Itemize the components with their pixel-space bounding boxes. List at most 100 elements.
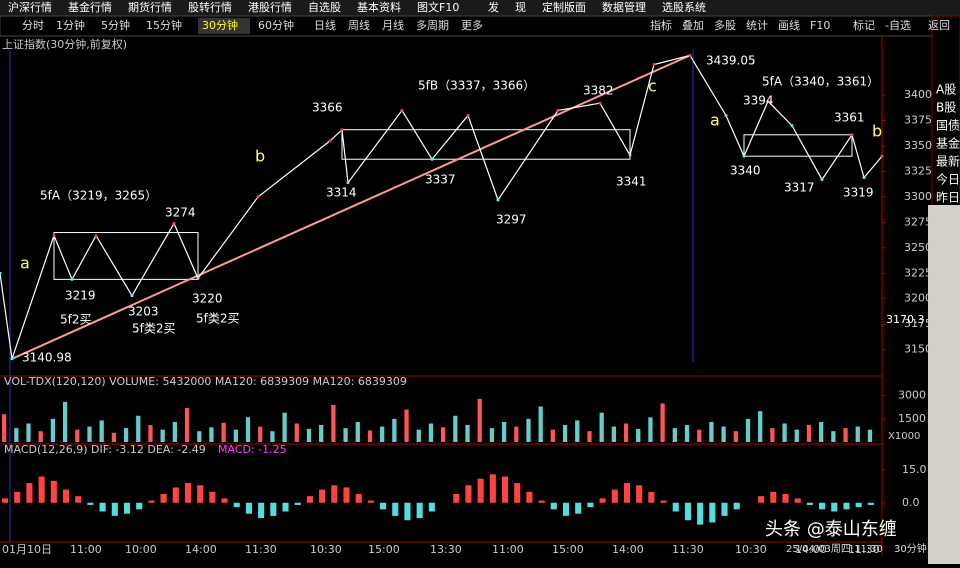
vol-tick-label: 1500 xyxy=(898,412,926,425)
macd-bar xyxy=(14,491,21,503)
period-tab[interactable]: 5分钟 xyxy=(101,18,130,32)
y-tick-label: 3250 xyxy=(904,241,932,254)
swing-point xyxy=(820,178,824,182)
volume-bar xyxy=(14,428,19,442)
volume-bar xyxy=(233,429,238,442)
swing-point xyxy=(790,124,794,128)
menu-item[interactable]: 图文F10 xyxy=(417,0,459,14)
volume-bar xyxy=(770,428,775,442)
menu-item[interactable]: 选股系统 xyxy=(662,1,706,14)
time-label: 15:00 xyxy=(552,543,584,556)
menu-item[interactable]: 沪深行情 xyxy=(8,0,52,14)
macd-bar xyxy=(294,502,301,505)
tool-button[interactable]: 画线 xyxy=(778,18,800,32)
menu-item[interactable]: 股转行情 xyxy=(188,0,232,14)
swing-point xyxy=(598,101,602,105)
menu-item[interactable]: 发 xyxy=(488,0,499,14)
pivot-box xyxy=(341,129,631,160)
volume-bar xyxy=(270,431,275,442)
tool-button[interactable]: 返回 xyxy=(928,19,950,32)
volume-bar xyxy=(758,411,763,442)
annotation: 5f2买 xyxy=(60,313,92,327)
tool-button[interactable]: F10 xyxy=(810,19,830,32)
macd-bar xyxy=(489,474,496,503)
tool-button[interactable]: 叠加 xyxy=(682,19,704,32)
macd-bar xyxy=(611,489,618,503)
period-tab[interactable]: 月线 xyxy=(382,18,404,32)
menu-item[interactable]: 基本资料 xyxy=(357,0,401,14)
time-label: 11:30 xyxy=(245,543,277,556)
macd-bar xyxy=(550,502,557,510)
status-period: 30分钟 xyxy=(894,542,927,555)
macd-bar xyxy=(136,502,143,510)
volume-bar xyxy=(843,428,848,442)
macd-bar xyxy=(453,494,460,503)
volume-bar xyxy=(501,421,507,442)
period-tab[interactable]: 15分钟 xyxy=(146,18,182,32)
annotation: c xyxy=(648,77,657,96)
volume-bar xyxy=(355,421,360,442)
side-label: 最新 xyxy=(936,154,960,169)
tool-button[interactable]: 标记 xyxy=(853,18,875,32)
swing-point xyxy=(466,113,470,117)
volume-bar xyxy=(87,426,92,442)
y-tick-label: 3275 xyxy=(904,215,932,228)
menu-item[interactable]: 现 xyxy=(515,1,526,14)
annotation: 3394 xyxy=(743,94,774,108)
time-label: 13:30 xyxy=(430,543,462,556)
volume-bar xyxy=(709,421,714,442)
annotation: 3341 xyxy=(616,175,647,189)
annotation: 3361 xyxy=(834,111,865,125)
macd-bar xyxy=(526,491,533,503)
annotation: a xyxy=(710,111,720,130)
annotation: 5fA（3219，3265） xyxy=(40,189,157,203)
period-tab[interactable]: 30分钟 xyxy=(202,18,238,32)
menu-item[interactable]: 港股行情 xyxy=(248,1,292,14)
period-tab[interactable]: 60分钟 xyxy=(258,18,294,32)
volume-bar xyxy=(733,431,738,442)
macd-bar xyxy=(636,485,643,503)
tool-button[interactable]: 统计 xyxy=(746,19,768,32)
swing-point xyxy=(628,153,632,157)
period-tab[interactable]: 1分钟 xyxy=(56,18,85,32)
y-tick-label: 3375 xyxy=(904,114,932,127)
macd-bar xyxy=(221,498,228,503)
period-tab[interactable]: 多周期 xyxy=(416,18,449,32)
macd-bar xyxy=(184,483,192,503)
period-tab[interactable]: 日线 xyxy=(314,18,336,32)
macd-bar xyxy=(684,502,691,521)
annotation: 5fB（3337，3366） xyxy=(418,79,535,93)
swing-point xyxy=(862,176,866,180)
menu-item[interactable]: 基金行情 xyxy=(68,0,112,14)
swing-point xyxy=(196,276,200,280)
volume-bar xyxy=(562,425,568,442)
watermark: 头条 @泰山东缠 xyxy=(765,519,897,540)
time-label: 15:00 xyxy=(368,543,400,556)
annotation: 3219 xyxy=(65,289,96,303)
period-tab[interactable]: 分时 xyxy=(22,19,44,32)
period-tab[interactable]: 周线 xyxy=(348,18,370,32)
vol-tick-label: 3000 xyxy=(898,389,926,402)
volume-bar xyxy=(392,418,397,442)
volume-bar xyxy=(136,415,141,442)
tool-button[interactable]: 指标 xyxy=(650,18,672,32)
pivot-box xyxy=(53,232,199,280)
period-tab[interactable]: 更多 xyxy=(461,18,483,32)
draw-toolbar xyxy=(928,205,960,564)
menu-item[interactable]: 定制版面 xyxy=(542,0,586,14)
macd-bar xyxy=(75,496,82,503)
time-label: 11:30 xyxy=(672,543,704,556)
menu-bar xyxy=(0,0,960,16)
menu-item[interactable]: 数据管理 xyxy=(602,0,646,14)
menu-item[interactable]: 自选股 xyxy=(308,1,341,14)
time-label: 11:30 xyxy=(848,543,880,556)
volume-bar xyxy=(2,414,7,442)
menu-item[interactable]: 期货行情 xyxy=(128,0,172,14)
macd-bar xyxy=(233,502,240,508)
volume-bar xyxy=(745,418,751,442)
tool-button[interactable]: 多股 xyxy=(714,18,736,32)
volume-bar xyxy=(294,423,299,442)
macd-bar xyxy=(428,502,435,512)
tool-button[interactable]: -自选 xyxy=(885,19,911,32)
macd-bar xyxy=(62,489,70,503)
